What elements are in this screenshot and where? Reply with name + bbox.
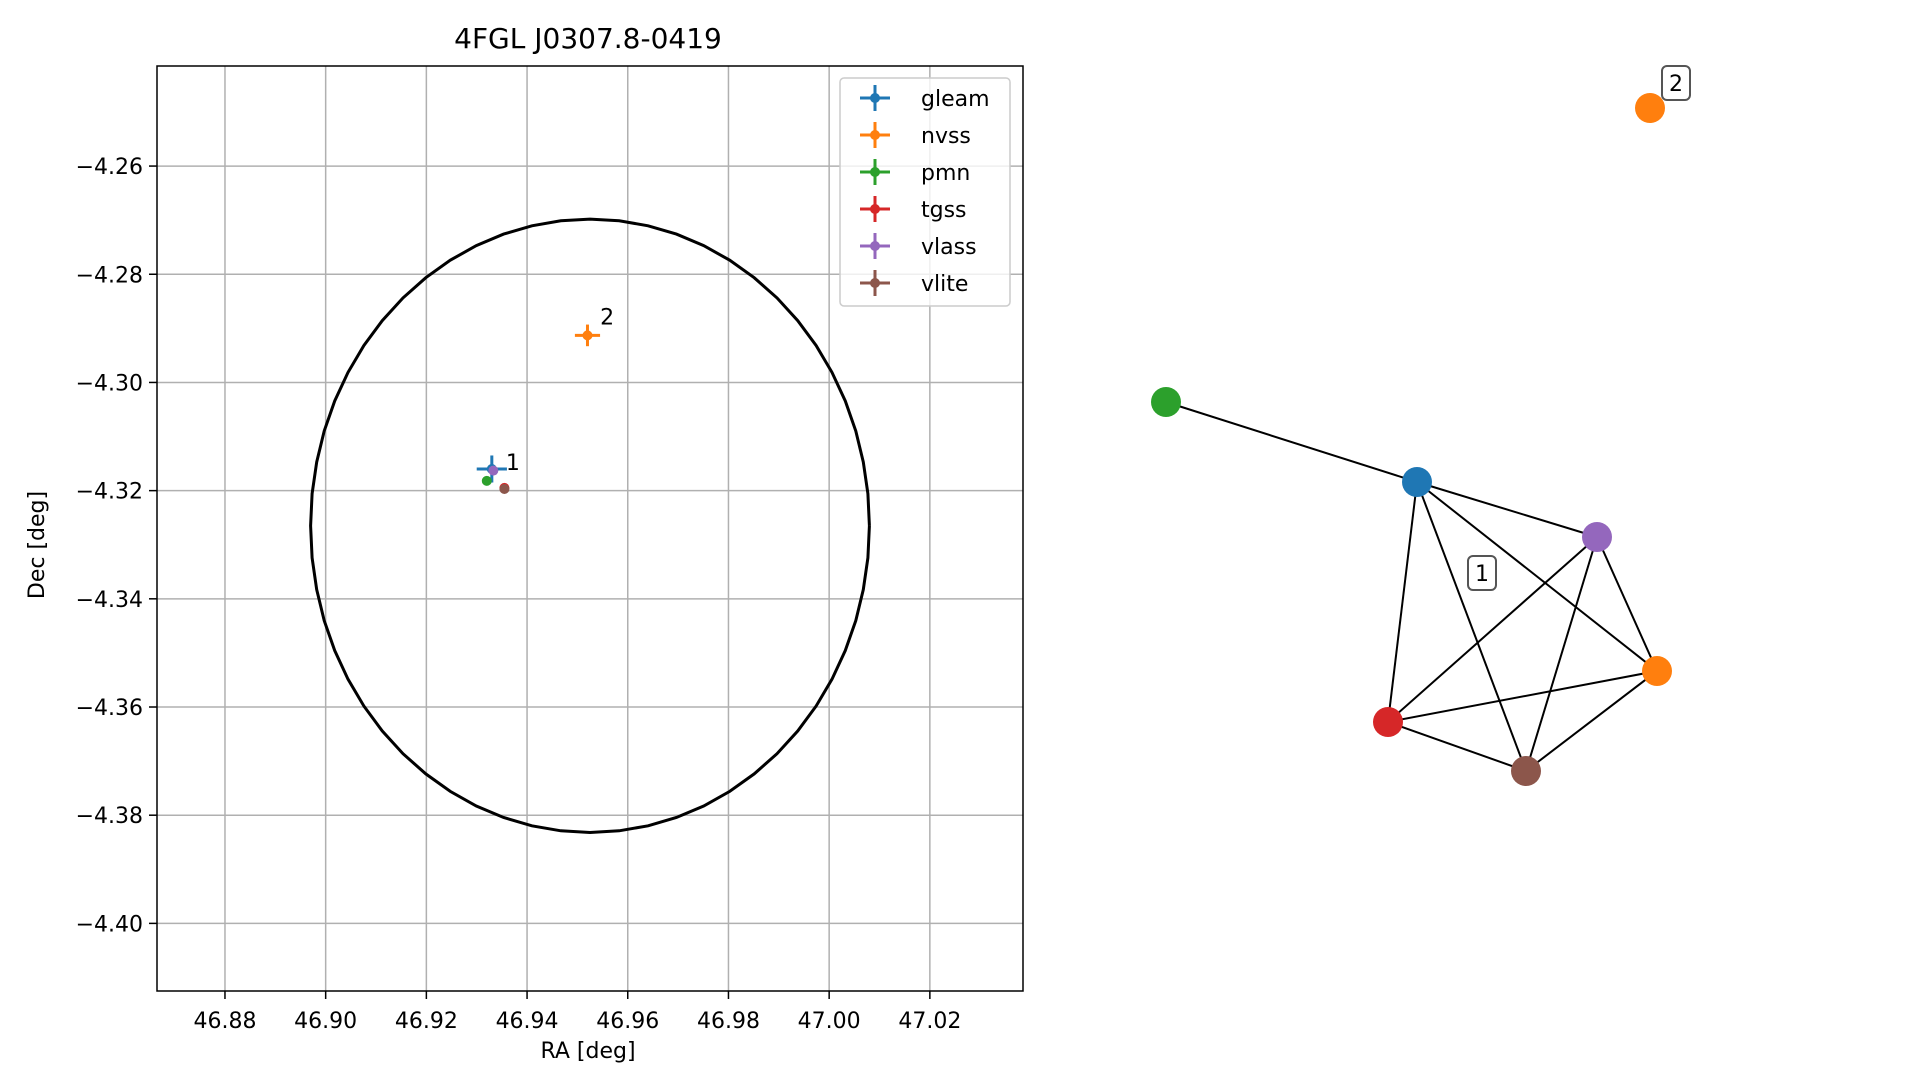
node-vlass <box>1582 522 1612 552</box>
point-nvss <box>582 330 593 341</box>
legend-label: vlass <box>921 235 977 260</box>
legend-entry-tgss: tgss <box>860 196 967 223</box>
x-tick-label: 46.98 <box>697 1009 760 1034</box>
edge-gleam-vlite <box>1416 481 1527 772</box>
legend-entry-pmn: pmn <box>860 159 970 186</box>
x-tick-label: 46.92 <box>395 1009 458 1034</box>
legend-label: vlite <box>921 272 968 297</box>
source-annotations: 12 <box>506 306 614 477</box>
legend-entry-nvss: nvss <box>860 122 971 149</box>
legend-marker <box>870 93 880 103</box>
graph-group-labels: 12 <box>1467 65 1691 591</box>
sky-plot: 12 46.88 46.90 46.92 46.94 46.96 46.98 47.00 47… <box>25 22 1024 1064</box>
x-tick-label: 46.96 <box>596 1009 659 1034</box>
y-axis-label: Dec [deg] <box>25 491 50 599</box>
legend-marker <box>870 204 880 214</box>
legend-entry-vlass: vlass <box>860 233 977 260</box>
y-tick-label: −4.34 <box>76 588 143 613</box>
axes-frame <box>156 65 1024 992</box>
group-label-text: 1 <box>1475 562 1489 587</box>
marker-nvss <box>574 324 601 347</box>
graph-nodes <box>1151 93 1672 786</box>
edge-pmn-gleam <box>1165 401 1418 483</box>
legend-marker <box>870 167 880 177</box>
node-gleam <box>1402 467 1432 497</box>
legend-label: nvss <box>921 124 971 149</box>
point-pmn <box>481 475 492 486</box>
legend: gleam nvss pmn tgss vlass vlite <box>839 77 1011 307</box>
graph-edges <box>1165 401 1658 772</box>
node-nvss_1 <box>1642 656 1672 686</box>
y-tick-label: −4.32 <box>76 480 143 505</box>
node-vlite <box>1511 756 1541 786</box>
node-tgss <box>1373 707 1403 737</box>
legend-marker <box>870 130 880 140</box>
x-axis-ticks: 46.88 46.90 46.92 46.94 46.96 46.98 47.00 47.02 <box>193 991 961 1034</box>
x-axis-label: RA [deg] <box>540 1039 635 1064</box>
y-tick-label: −4.26 <box>76 155 143 180</box>
annotation-label: 1 <box>506 451 520 476</box>
y-tick-label: −4.28 <box>76 263 143 288</box>
annotation-label: 2 <box>600 306 614 331</box>
y-tick-label: −4.30 <box>76 371 143 396</box>
node-pmn <box>1151 387 1181 417</box>
x-tick-label: 46.90 <box>294 1009 357 1034</box>
x-tick-label: 47.02 <box>898 1009 961 1034</box>
node-nvss_2 <box>1635 93 1665 123</box>
y-axis-ticks: −4.26 −4.28 −4.30 −4.32 −4.34 −4.36 −4.38 −4.40 <box>76 155 157 937</box>
group-label-box <box>1467 555 1497 591</box>
group-label-2: 2 <box>1661 65 1691 101</box>
y-tick-label: −4.40 <box>76 912 143 937</box>
group-label-text: 2 <box>1669 72 1683 97</box>
edge-vlass-nvss_1 <box>1596 536 1658 672</box>
x-tick-label: 47.00 <box>798 1009 861 1034</box>
marker-vlass <box>488 465 499 476</box>
legend-entry-gleam: gleam <box>860 85 990 112</box>
edge-gleam-tgss <box>1387 481 1418 723</box>
group-label-1: 1 <box>1467 555 1497 591</box>
error-ellipse <box>309 217 871 835</box>
edge-vlass-tgss <box>1387 536 1598 723</box>
edge-nvss_1-vlite <box>1525 670 1658 772</box>
edge-gleam-vlass <box>1416 481 1598 538</box>
x-tick-label: 46.88 <box>193 1009 256 1034</box>
edge-nvss_1-tgss <box>1387 670 1658 723</box>
chart-title: 4FGL J0307.8-0419 <box>454 22 722 55</box>
y-tick-label: −4.38 <box>76 804 143 829</box>
point-vlass <box>488 465 499 476</box>
legend-entry-vlite: vlite <box>860 270 968 297</box>
legend-label: pmn <box>921 161 970 186</box>
marker-pmn <box>481 475 492 486</box>
legend-label: tgss <box>921 198 967 223</box>
edge-vlass-vlite <box>1525 536 1598 772</box>
edge-tgss-vlite <box>1387 721 1527 772</box>
edge-gleam-nvss_1 <box>1416 481 1658 672</box>
data-markers <box>476 324 601 495</box>
point-vlite <box>499 484 510 495</box>
legend-marker <box>870 241 880 251</box>
marker-vlite <box>499 484 510 495</box>
grid-lines <box>157 66 1023 991</box>
y-tick-label: −4.36 <box>76 696 143 721</box>
x-tick-label: 46.94 <box>496 1009 559 1034</box>
group-label-box <box>1661 65 1691 101</box>
legend-marker <box>870 278 880 288</box>
legend-label: gleam <box>921 87 990 112</box>
association-graph: 12 <box>1151 65 1691 786</box>
